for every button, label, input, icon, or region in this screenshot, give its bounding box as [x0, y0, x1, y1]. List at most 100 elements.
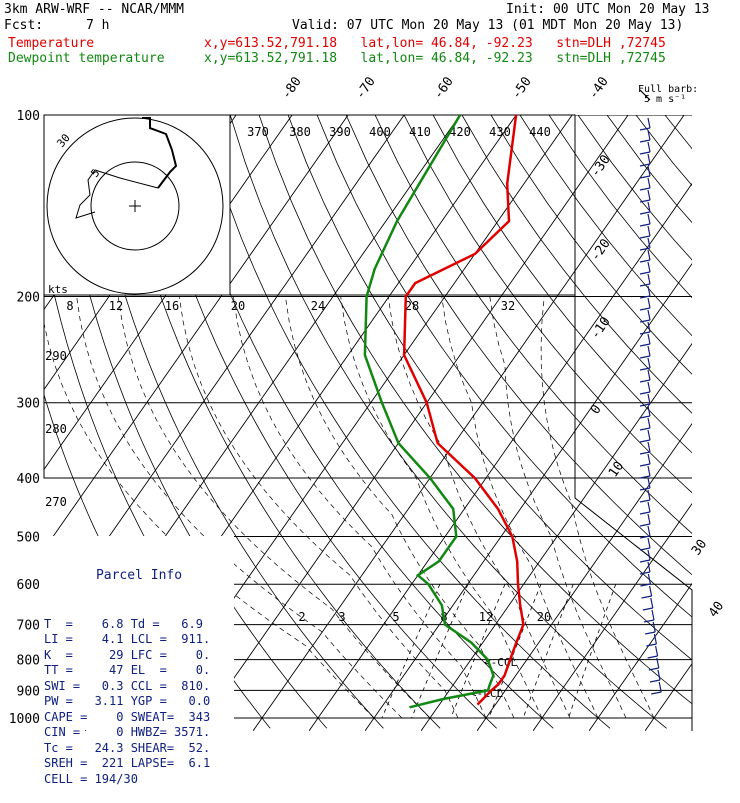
- dry-adiabat-line: [461, 115, 692, 414]
- wind-barb: [647, 525, 651, 537]
- hodograph-speed-label: 28: [405, 299, 419, 313]
- wind-barb: [647, 321, 651, 333]
- parcel-info-row: T = 6.8 Td = 6.9: [44, 616, 203, 631]
- hodograph-ring: [90, 161, 180, 251]
- wind-barb: [639, 187, 651, 191]
- wind-barb: [647, 429, 651, 441]
- dry-adiabat-line: [694, 115, 740, 728]
- theta-label: 420: [449, 125, 471, 139]
- wind-barb: [647, 441, 651, 453]
- wind-barb: [651, 691, 662, 695]
- dry-adiabat-line: [519, 115, 692, 337]
- parcel-info-row: CIN = 0 HWBZ= 3571.: [44, 725, 211, 739]
- hodograph-ring: [46, 117, 224, 295]
- hodograph-speed-label: 32: [501, 299, 515, 313]
- parcel-info-row: CELL = 194/30: [44, 771, 138, 786]
- isotherm-line: [252, 115, 685, 731]
- dry-adiabat-line: [490, 115, 692, 375]
- theta-label: 400: [369, 125, 391, 139]
- dry-adiabat-line: [374, 115, 692, 534]
- isotherm-line: [476, 422, 692, 731]
- barb-key: [639, 89, 651, 101]
- wind-barb: [639, 127, 651, 131]
- wind-barb: [639, 559, 651, 563]
- isotherm-label: -80: [279, 74, 305, 102]
- parcel-info-row: LI = 4.1 LCL = 911.: [44, 632, 211, 646]
- isotherm-line: [44, 115, 293, 471]
- theta-label: 410: [409, 125, 431, 139]
- barb-key-units: 5 m s⁻¹: [644, 94, 687, 105]
- wind-barb: [647, 165, 651, 177]
- mixing-ratio-label: 20: [537, 610, 551, 624]
- wind-barb: [639, 319, 651, 323]
- model-title: 3km ARW-WRF -- NCAR/MMM: [4, 2, 185, 17]
- wind-barb: [649, 679, 661, 683]
- mixing-ratio-label: 12: [479, 610, 493, 624]
- wind-barb: [645, 631, 656, 635]
- wind-barb: [639, 367, 651, 371]
- wind-barb: [647, 333, 651, 345]
- wind-barb: [653, 633, 657, 645]
- wind-barb: [648, 667, 659, 671]
- wind-barb: [647, 189, 651, 201]
- wind-barb: [647, 381, 651, 393]
- hodograph-speed-label: 8: [66, 299, 73, 313]
- wind-barb: [639, 451, 651, 455]
- theta-label: 390: [329, 125, 351, 139]
- mixing-ratio-label: 3: [338, 610, 345, 624]
- dry-adiabat-line: [287, 115, 692, 661]
- wind-barb: [647, 201, 651, 213]
- isotherm-line: [44, 115, 349, 551]
- wind-barb: [647, 465, 651, 477]
- wind-barb: [647, 129, 651, 141]
- moist-adiabat-line: [285, 296, 515, 719]
- wind-barb: [649, 585, 653, 597]
- temperature-legend: Temperature: [8, 36, 95, 51]
- wind-barb: [647, 501, 651, 513]
- wind-barb: [639, 163, 651, 167]
- pressure-label: 400: [17, 472, 40, 487]
- wind-barb: [639, 139, 651, 143]
- barb-key-label: Full barb:: [638, 84, 699, 95]
- init-time: Init: 00 UTC Mon 20 May 13: [506, 2, 710, 17]
- mixing-ratio-line: [568, 584, 617, 719]
- isotherm-label: 40: [706, 599, 727, 620]
- wind-barb: [639, 391, 651, 395]
- wind-barb: [652, 621, 656, 633]
- wind-barb: [639, 271, 651, 275]
- wind-barb: [639, 523, 651, 527]
- hodograph-speed-label: 12: [109, 299, 123, 313]
- wind-barb: [639, 511, 651, 515]
- wind-barb: [647, 477, 651, 489]
- theta-side-label: 290: [45, 349, 67, 363]
- isotherm-label: -50: [509, 74, 535, 102]
- wind-barb: [643, 619, 655, 623]
- wind-barb: [647, 237, 651, 249]
- wind-barb: [647, 141, 651, 153]
- wind-barb: [647, 117, 651, 129]
- pressure-label: 600: [17, 578, 40, 593]
- isotherm-label: -60: [431, 74, 457, 102]
- wind-barb: [639, 439, 651, 443]
- wind-barb: [647, 249, 651, 261]
- theta-label: 440: [529, 125, 551, 139]
- dry-adiabat-line: [200, 115, 611, 729]
- pressure-label: 700: [17, 619, 40, 634]
- theta-label: 370: [247, 125, 269, 139]
- wind-barb: [639, 379, 651, 383]
- moist-adiabat-line: [489, 296, 627, 719]
- isotherm-label: 0: [588, 402, 605, 417]
- pressure-label: 500: [17, 530, 40, 545]
- theta-label: 380: [289, 125, 311, 139]
- parcel-info-row: Tc = 24.3 SHEAR= 52.: [44, 740, 211, 755]
- isotherm-line: [420, 342, 692, 731]
- hodograph-speed-label: 24: [311, 299, 325, 313]
- wind-barb: [647, 393, 651, 405]
- upper-box: [229, 114, 576, 296]
- wind-barb: [647, 225, 651, 237]
- wind-barb: [639, 175, 651, 179]
- wind-barb: [647, 357, 651, 369]
- hodograph-units: kts: [48, 283, 68, 296]
- wind-barb: [647, 309, 651, 321]
